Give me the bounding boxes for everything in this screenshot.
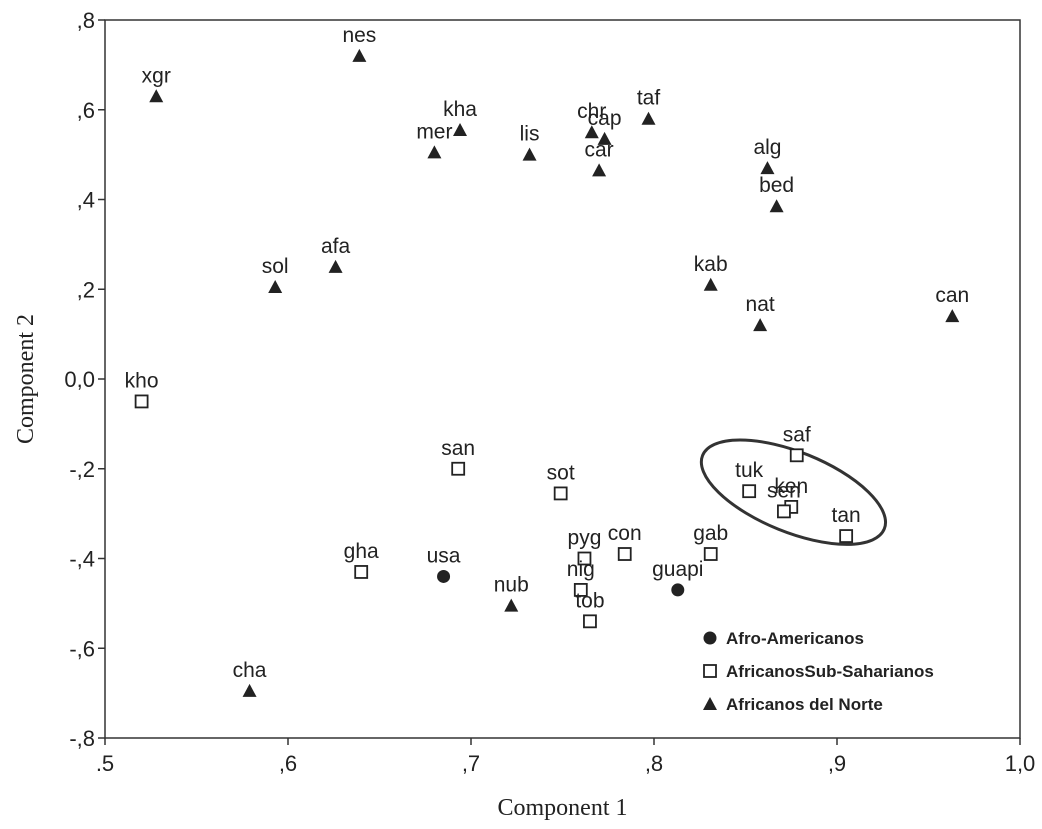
- point-label-pyg: pyg: [568, 527, 602, 550]
- point-label-ken: ken: [774, 475, 808, 498]
- data-point-nig: [573, 583, 588, 597]
- point-label-car: car: [585, 138, 614, 161]
- point-label-afa: afa: [321, 235, 351, 258]
- point-label-kha: kha: [443, 98, 477, 121]
- point-label-cha: cha: [233, 659, 267, 682]
- point-label-gab: gab: [693, 522, 728, 545]
- y-tick-label: -,4: [69, 547, 95, 572]
- point-label-gha: gha: [344, 540, 379, 563]
- data-point-taf: [641, 111, 656, 125]
- data-point-gha: [354, 565, 369, 579]
- point-label-mer: mer: [416, 120, 452, 143]
- legend-marker: [703, 631, 717, 645]
- data-point-sen: [777, 504, 791, 519]
- data-point-tob: [583, 614, 597, 629]
- point-label-alg: alg: [753, 136, 781, 159]
- data-point-san: [451, 461, 466, 476]
- point-label-can: can: [935, 284, 969, 307]
- data-point-xgr: [149, 89, 164, 103]
- point-label-nig: nig: [567, 558, 595, 581]
- point-label-usa: usa: [427, 544, 461, 567]
- data-point-con: [617, 547, 632, 561]
- y-tick-label: 0,0: [64, 367, 95, 392]
- point-label-guapi: guapi: [652, 558, 703, 581]
- y-tick-label: ,4: [77, 188, 95, 213]
- data-point-nes: [352, 48, 367, 62]
- point-label-con: con: [608, 522, 642, 545]
- point-label-kho: kho: [125, 369, 159, 392]
- x-tick-label: ,9: [828, 751, 846, 776]
- data-point-nub: [504, 598, 519, 612]
- legend-entry: Africanos del Norte: [726, 695, 883, 714]
- x-tick-label: ,6: [279, 751, 297, 776]
- point-label-bed: bed: [759, 174, 794, 197]
- point-label-san: san: [441, 437, 475, 460]
- x-tick-label: ,7: [462, 751, 480, 776]
- y-axis-title: Component 2: [13, 314, 39, 444]
- data-point-kha: [453, 122, 468, 136]
- data-point-tuk: [742, 484, 757, 499]
- point-label-lis: lis: [520, 123, 540, 146]
- y-tick-label: -,2: [69, 457, 95, 482]
- data-point-kab: [703, 277, 718, 291]
- point-label-sot: sot: [547, 461, 575, 484]
- data-point-afa: [328, 259, 343, 273]
- data-point-guapi: [671, 583, 685, 597]
- data-point-can: [945, 309, 960, 323]
- legend-marker: [703, 697, 717, 710]
- point-label-tuk: tuk: [735, 459, 764, 482]
- legend-entry: Afro-Americanos: [726, 629, 864, 648]
- data-point-saf: [789, 448, 804, 463]
- x-axis-title: Component 1: [498, 795, 628, 821]
- data-point-usa: [437, 569, 451, 583]
- data-point-gab: [703, 547, 718, 561]
- x-tick-label: 1,0: [1005, 751, 1036, 776]
- point-label-xgr: xgr: [142, 64, 171, 87]
- x-tick-label: ,8: [645, 751, 663, 776]
- data-point-pyg: [577, 551, 592, 566]
- data-point-sol: [268, 280, 283, 294]
- data-point-alg: [760, 161, 775, 175]
- data-point-sot: [553, 486, 568, 501]
- data-point-cha: [242, 683, 257, 697]
- point-label-saf: saf: [783, 423, 811, 446]
- point-label-taf: taf: [637, 87, 661, 110]
- point-label-sol: sol: [262, 255, 289, 278]
- point-label-tob: tob: [575, 589, 604, 612]
- data-point-nat: [753, 318, 768, 332]
- point-label-cap: cap: [588, 107, 622, 130]
- y-tick-label: -,6: [69, 636, 95, 661]
- x-tick-label: .5: [96, 751, 114, 776]
- cluster-ellipse: [699, 438, 888, 546]
- data-point-lis: [522, 147, 537, 161]
- y-tick-label: ,2: [77, 277, 95, 302]
- legend-entry: AfricanosSub-Saharianos: [726, 662, 934, 681]
- data-point-car: [592, 163, 607, 177]
- data-point-bed: [769, 199, 784, 213]
- point-label-nat: nat: [746, 293, 775, 316]
- data-point-tan: [839, 529, 854, 543]
- point-label-nub: nub: [494, 574, 529, 597]
- point-label-kab: kab: [694, 253, 728, 276]
- point-label-nes: nes: [342, 24, 376, 47]
- data-point-cap: [597, 131, 612, 145]
- data-point-mer: [427, 145, 442, 159]
- point-label-sen: sen: [767, 479, 801, 502]
- legend-marker: [703, 664, 717, 678]
- point-label-tan: tan: [832, 504, 861, 527]
- point-label-chr: chr: [577, 100, 606, 123]
- y-tick-label: ,6: [77, 98, 95, 123]
- y-tick-label: -,8: [69, 726, 95, 751]
- data-point-chr: [584, 125, 599, 139]
- plot-frame: [104, 19, 1021, 739]
- y-tick-label: ,8: [77, 8, 95, 33]
- data-point-kho: [134, 394, 149, 409]
